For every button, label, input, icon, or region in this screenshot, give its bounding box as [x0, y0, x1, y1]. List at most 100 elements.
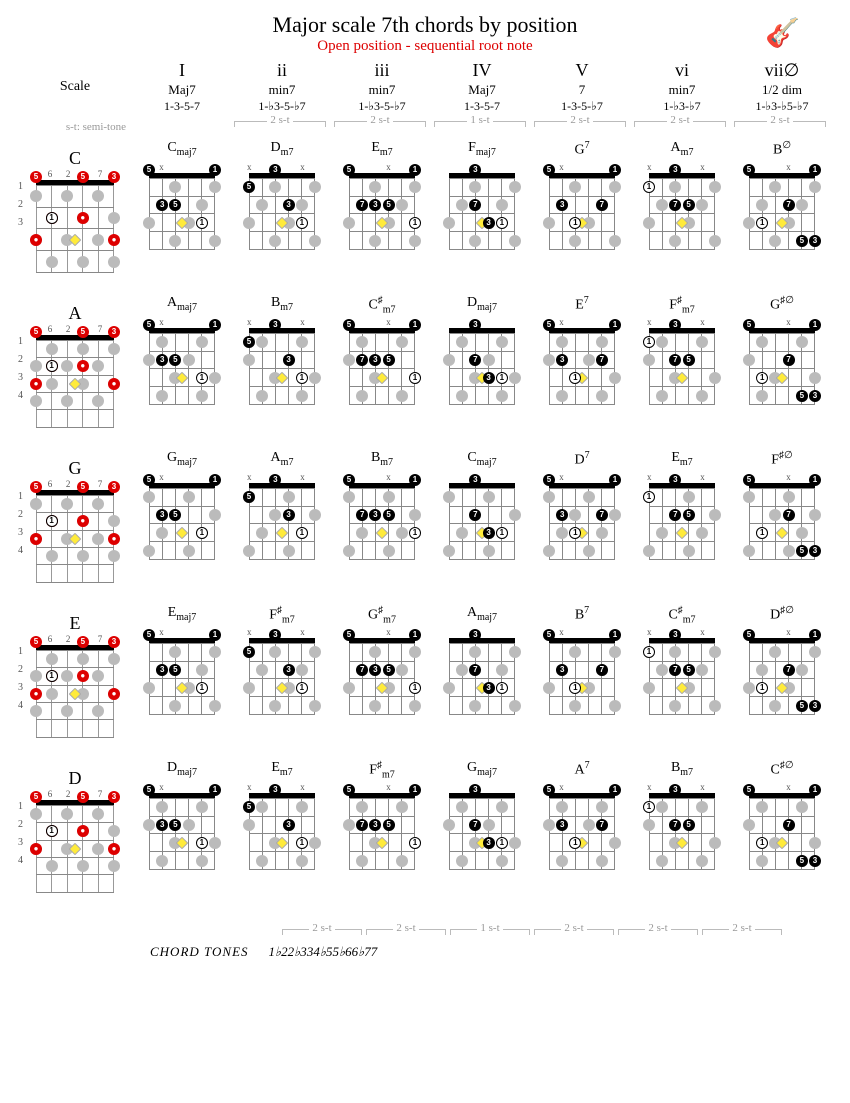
chord-name: Amaj7 — [434, 605, 530, 627]
chord-diagram: xx1753 — [645, 627, 719, 737]
chord-cell: Amaj7xx35151 — [134, 295, 230, 427]
chord-name: C♯m7 — [634, 605, 730, 627]
chord-tone: ♭5 — [320, 944, 333, 959]
chord-name: D7 — [534, 450, 630, 472]
chord-grid: ScaleI Maj7 1-3-5-7ii min7 1-♭3-5-♭7iii … — [20, 59, 830, 909]
scale-diagram: 627●●●●15531234 — [32, 789, 118, 909]
chord-name: Am7 — [634, 140, 730, 162]
footer-bracket: 1 s-t — [450, 929, 530, 942]
chord-name: C♯m7 — [334, 295, 430, 317]
chord-name: B7 — [534, 605, 630, 627]
chord-tones-row: CHORD TONES 1♭22♭334♭55♭66♭77 — [150, 944, 830, 960]
semitone-bracket: 2 s-t — [534, 121, 626, 134]
interval-formula: 1-3-5-7 — [134, 99, 230, 115]
chord-name: G7 — [534, 140, 630, 162]
chord-cell: Gmaj7x7313 — [434, 760, 530, 892]
chord-tone: ♭6 — [339, 944, 352, 959]
scale-diagram: 627●●●●15531234 — [32, 634, 118, 754]
chord-tone: 7 — [371, 944, 378, 959]
degree-header: vi min7 1-♭3-♭7 — [634, 59, 730, 115]
chord-name: Cmaj7 — [134, 140, 230, 162]
chord-cell: G♯m7x735151 — [334, 605, 430, 737]
roman-numeral: IV — [434, 59, 530, 82]
chord-diagram: xx35151 — [145, 162, 219, 272]
degree-header: iii min7 1-♭3-5-♭7 — [334, 59, 430, 115]
key-label: C — [20, 140, 130, 169]
chord-cell: Gmaj7xx35151 — [134, 450, 230, 582]
chord-name: Dm7 — [234, 140, 330, 162]
chord-name: Em7 — [334, 140, 430, 162]
scale-diagram: 627●●●●15531234 — [32, 324, 118, 444]
chord-cell: Dm7xx5313 — [234, 140, 330, 272]
degree-header: I Maj7 1-3-5-7 — [134, 59, 230, 115]
chord-cell: G7xx31751 — [534, 140, 630, 272]
chord-diagram: x7313 — [445, 627, 519, 737]
page-title: Major scale 7th chords by position — [20, 12, 830, 38]
chord-name: Dmaj7 — [134, 760, 230, 782]
key-cell: A627●●●●15531234 — [20, 295, 130, 444]
chord-diagram: xx5313 — [245, 782, 319, 892]
chord-quality: Maj7 — [434, 82, 530, 99]
roman-numeral: vii∅ — [734, 59, 830, 82]
chord-cell: B7xx31751 — [534, 605, 630, 737]
chord-cell: B∅x175351 — [734, 140, 830, 272]
chord-diagram: xx5313 — [245, 317, 319, 427]
chord-cell: Bm7x735151 — [334, 450, 430, 582]
semitone-bracket: 2 s-t — [334, 121, 426, 134]
chord-diagram: x735151 — [345, 162, 419, 272]
chord-diagram: xx5313 — [245, 627, 319, 737]
chord-tones-list: 1♭22♭334♭55♭66♭77 — [269, 944, 378, 960]
chord-diagram: xx31751 — [545, 627, 619, 737]
chord-name: Bm7 — [334, 450, 430, 472]
footer-bracket: 2 s-t — [282, 929, 362, 942]
chord-cell: Em7x735151 — [334, 140, 430, 272]
chord-cell: Emaj7xx35151 — [134, 605, 230, 737]
degree-header: V 7 1-3-5-♭7 — [534, 59, 630, 115]
page-header: Major scale 7th chords by position Open … — [20, 12, 830, 55]
chord-name: Am7 — [234, 450, 330, 472]
chord-diagram: x175351 — [745, 162, 819, 272]
interval-formula: 1-♭3-♭7 — [634, 99, 730, 115]
chord-quality: min7 — [634, 82, 730, 99]
chord-diagram: x7313 — [445, 317, 519, 427]
chord-diagram: xx31751 — [545, 782, 619, 892]
chord-cell: G♯∅x175351 — [734, 295, 830, 427]
key-cell: G627●●●●15531234 — [20, 450, 130, 599]
chord-diagram: xx35151 — [145, 627, 219, 737]
chord-cell: Em7xx1753 — [634, 450, 730, 582]
chord-cell: C♯∅x175351 — [734, 760, 830, 892]
roman-numeral: iii — [334, 59, 430, 82]
chord-diagram: xx31751 — [545, 317, 619, 427]
footer-intervals: 2 s-t2 s-t1 s-t2 s-t2 s-t2 s-t — [280, 929, 830, 942]
footer-bracket: 2 s-t — [702, 929, 782, 942]
chord-cell: Em7xx5313 — [234, 760, 330, 892]
semitone-legend: s-t: semi-tone — [20, 121, 130, 134]
key-label: G — [20, 450, 130, 479]
chord-diagram: x735151 — [345, 317, 419, 427]
key-cell: E627●●●●15531234 — [20, 605, 130, 754]
chord-diagram: x175351 — [745, 472, 819, 582]
chord-cell: Cmaj7xx35151 — [134, 140, 230, 272]
roman-numeral: V — [534, 59, 630, 82]
chord-cell: C♯m7xx1753 — [634, 605, 730, 737]
degree-header: ii min7 1-♭3-5-♭7 — [234, 59, 330, 115]
chord-name: F♯m7 — [234, 605, 330, 627]
chord-diagram: x735151 — [345, 472, 419, 582]
chord-cell: E7xx31751 — [534, 295, 630, 427]
chord-tones-label: CHORD TONES — [150, 944, 249, 960]
degree-header: IV Maj7 1-3-5-7 — [434, 59, 530, 115]
chord-cell: Fmaj7x7313 — [434, 140, 530, 272]
footer-bracket: 2 s-t — [618, 929, 698, 942]
chord-cell: Am7xx5313 — [234, 450, 330, 582]
chord-diagram: xx1753 — [645, 472, 719, 582]
degree-header: vii∅ 1/2 dim 1-♭3-♭5-♭7 — [734, 59, 830, 115]
chord-diagram: x735151 — [345, 627, 419, 737]
footer-bracket: 2 s-t — [534, 929, 614, 942]
scale-diagram: 627●●●●1553123 — [32, 169, 118, 289]
chord-name: Gmaj7 — [434, 760, 530, 782]
interval-formula: 1-♭3-♭5-♭7 — [734, 99, 830, 115]
chord-cell: Amaj7x7313 — [434, 605, 530, 737]
chord-name: F♯m7 — [634, 295, 730, 317]
chord-quality: 7 — [534, 82, 630, 99]
key-cell: D627●●●●15531234 — [20, 760, 130, 909]
